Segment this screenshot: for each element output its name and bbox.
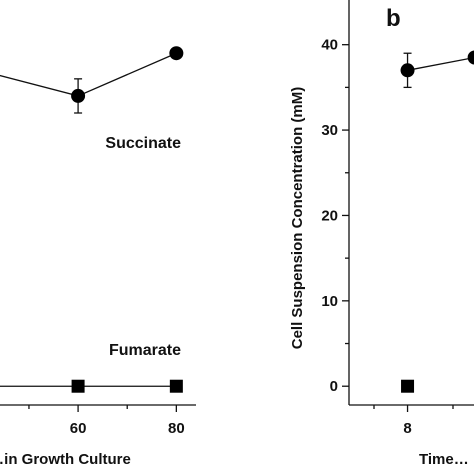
panel-a: 406080…in Growth CultureSuccinateFumarat…: [0, 46, 196, 468]
y-tick-label-b: 0: [330, 378, 338, 395]
y-tick-label-b: 10: [321, 293, 338, 310]
y-tick-label-b: 20: [321, 207, 338, 224]
panel-b: 0 10 20 30 40 8 Time… Cell Suspension Concentra…: [289, 0, 474, 468]
data-point: [71, 88, 86, 103]
data-point: [169, 379, 183, 393]
y-tick-label-b: 30: [321, 122, 338, 139]
data-point: [400, 63, 415, 78]
x-tick-label-a: 80: [168, 420, 185, 437]
series-label: Fumarate: [109, 342, 181, 359]
x-axis-title-b: Time…: [419, 451, 469, 468]
series-label: Succinate: [105, 135, 181, 152]
x-axis-title-a: …in Growth Culture: [0, 451, 131, 468]
panel-label-b: b: [386, 5, 401, 32]
y-axis-title-b: Cell Suspension Concentration (mM): [289, 87, 306, 350]
data-point: [169, 46, 184, 61]
x-tick-label-b: 8: [403, 420, 411, 437]
data-point: [401, 379, 415, 393]
x-tick-label-a: 60: [70, 420, 87, 437]
series-line: [407, 56, 474, 71]
y-tick-label-b: 40: [321, 37, 338, 54]
data-point: [71, 379, 85, 393]
series-line: [0, 52, 177, 97]
data-point: [467, 50, 474, 65]
